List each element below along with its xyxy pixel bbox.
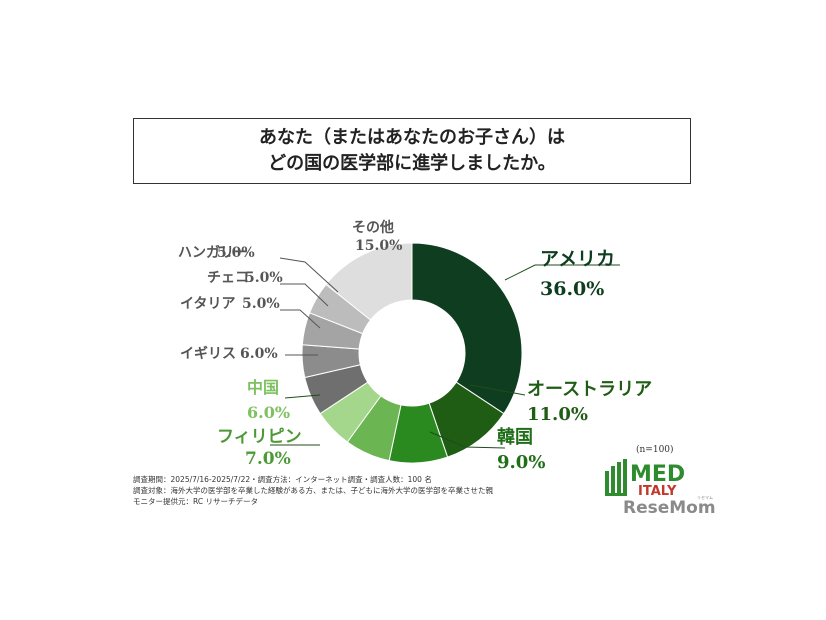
slice-value-label-2: 9.0% — [497, 452, 545, 473]
slice-value-label-0: 36.0% — [540, 278, 604, 300]
survey-note-provider: モニター提供元：RC リサーチデータ — [133, 497, 258, 506]
slice-value-label-4: 6.0% — [247, 403, 290, 422]
leader-line-8 — [279, 257, 339, 293]
slice-name-label-0: アメリカ — [540, 248, 615, 270]
slice-name-label-2: 韓国 — [497, 426, 533, 448]
slice-name-label-9: その他 — [352, 219, 394, 236]
donut-slice-0 — [411, 242, 523, 415]
slice-name-label-4: 中国 — [247, 378, 279, 397]
logo-ruby-text: リセマム — [697, 495, 713, 500]
survey-note-period: 調査期間：2025/7/16-2025/7/22・調査方法：インターネット調査・… — [133, 475, 432, 484]
leader-line-6 — [280, 309, 321, 329]
med-italy-resemom-logo: MED ITALY リセマム ReseMom — [605, 459, 716, 517]
building-logo-icon — [605, 459, 627, 496]
survey-note-target: 調査対象：海外大学の医学部を卒業した経験がある方、または、子どもに海外大学の医学… — [133, 486, 493, 495]
logo-med-text: MED — [630, 462, 685, 487]
slice-name-label-8: ハンガリー — [178, 245, 248, 261]
slice-name-label-7: チェコ — [207, 270, 249, 286]
slice-value-label-9: 15.0% — [355, 238, 402, 254]
slice-name-label-1: オーストラリア — [527, 379, 652, 400]
slice-name-label-6: イタリア — [180, 296, 235, 312]
slice-name-label-3: フィリピン — [217, 427, 302, 447]
leader-line-2 — [429, 431, 506, 449]
donut-slice-9 — [325, 242, 413, 321]
chart-title-line-1: あなた（またはあなたのお子さん）は — [259, 127, 565, 148]
logo-resemom-text: ReseMom — [623, 498, 716, 517]
chart-title-box: あなた（またはあなたのお子さん）は どの国の医学部に進学しましたか。 — [133, 118, 691, 184]
slice-value-label-8: 5.0% — [217, 245, 255, 261]
leader-line-1 — [469, 384, 526, 396]
leader-line-7 — [280, 283, 329, 307]
slice-value-label-7: 5.0% — [245, 270, 283, 286]
leader-line-0 — [504, 264, 620, 281]
slice-value-label-6: 5.0% — [242, 296, 280, 312]
slice-name-label-5: イギリス — [180, 345, 236, 362]
sample-size-note: (n=100) — [636, 445, 674, 455]
slice-value-label-5: 6.0% — [240, 346, 278, 362]
logo-italy-text: ITALY — [638, 484, 677, 499]
slice-value-label-3: 7.0% — [245, 449, 291, 469]
survey-notes: 調査期間：2025/7/16-2025/7/22・調査方法：インターネット調査・… — [133, 474, 573, 507]
leader-line-4 — [284, 394, 321, 399]
slice-value-label-1: 11.0% — [527, 404, 588, 425]
chart-title-line-2: どの国の医学部に進学しましたか。 — [268, 153, 556, 174]
